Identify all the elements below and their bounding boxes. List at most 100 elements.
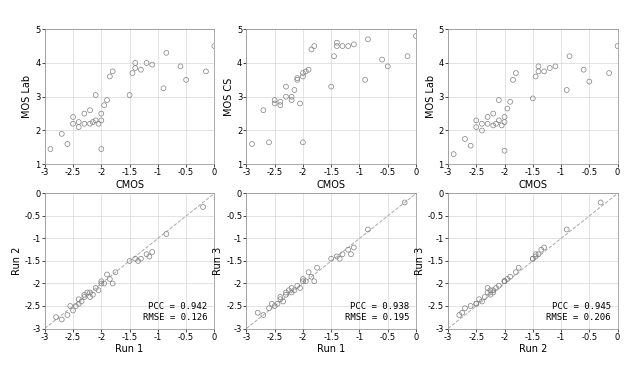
Point (68, 308, 78, 314)
Point (91, 92, 101, 98)
Point (457, 310, 467, 316)
Point (329, 53, 339, 59)
Point (147, 249, 157, 255)
Point (99, 281, 109, 287)
Point (477, 121, 487, 127)
Point (533, 251, 543, 257)
Point (312, 265, 322, 271)
Point (91, 285, 101, 291)
Point (363, 36, 373, 42)
Point (102, 97, 112, 103)
Point (502, 276, 513, 282)
Y-axis label: MOS Lab: MOS Lab (22, 75, 33, 118)
Point (497, 123, 507, 128)
Point (175, 64, 186, 69)
Point (460, 136, 470, 142)
Point (307, 46, 317, 52)
Point (531, 254, 541, 260)
Point (499, 148, 509, 154)
Point (56, 131, 67, 137)
Point (612, 43, 623, 49)
X-axis label: CMOS: CMOS (518, 180, 547, 190)
Point (488, 111, 499, 116)
Point (479, 294, 490, 300)
Point (289, 287, 300, 293)
Point (267, 301, 277, 307)
X-axis label: Run 1: Run 1 (115, 345, 144, 354)
Point (545, 65, 555, 71)
Point (539, 245, 549, 250)
Y-axis label: Run 3: Run 3 (415, 247, 425, 275)
Point (275, 296, 285, 302)
Text: PCC = 0.938
RMSE = 0.195: PCC = 0.938 RMSE = 0.195 (345, 302, 409, 322)
Point (110, 269, 120, 275)
Point (483, 289, 493, 295)
Point (533, 64, 543, 69)
Point (96, 281, 106, 287)
Point (93, 287, 104, 293)
Point (130, 60, 140, 66)
Point (68, 121, 78, 127)
Point (125, 92, 135, 98)
Point (483, 114, 493, 120)
Point (264, 305, 274, 311)
Point (79, 292, 90, 298)
Point (346, 251, 356, 257)
Point (65, 303, 76, 309)
Point (292, 283, 302, 289)
Point (281, 94, 291, 100)
Point (337, 43, 348, 49)
Point (343, 43, 353, 49)
Point (491, 285, 501, 291)
Point (96, 278, 106, 284)
Point (147, 62, 157, 68)
Point (275, 99, 285, 105)
Point (527, 256, 538, 262)
Point (562, 87, 572, 93)
Point (309, 43, 319, 49)
Point (477, 127, 487, 133)
Point (71, 303, 81, 309)
Point (579, 67, 589, 73)
Point (259, 107, 269, 113)
Point (307, 274, 317, 280)
Point (264, 139, 274, 145)
Point (136, 67, 146, 73)
Point (201, 69, 211, 74)
Point (494, 118, 504, 123)
Point (298, 70, 308, 76)
Text: (c): (c) (525, 205, 540, 215)
Point (209, 43, 220, 49)
Point (485, 287, 495, 293)
Point (130, 65, 140, 71)
Point (298, 278, 308, 284)
Point (275, 102, 285, 108)
Point (161, 231, 172, 237)
Point (287, 289, 297, 295)
Point (82, 289, 92, 295)
Point (491, 121, 501, 127)
Point (79, 121, 90, 127)
X-axis label: CMOS: CMOS (317, 180, 346, 190)
Point (562, 227, 572, 233)
Point (383, 64, 393, 69)
Point (295, 100, 305, 106)
Point (513, 265, 524, 271)
Point (144, 254, 154, 260)
Point (499, 278, 509, 284)
Point (508, 77, 518, 83)
Point (88, 119, 98, 125)
Point (287, 94, 297, 100)
Point (108, 281, 118, 287)
Point (536, 247, 547, 253)
Point (332, 40, 342, 46)
Point (474, 296, 484, 302)
Point (499, 119, 509, 125)
Point (74, 124, 84, 130)
Point (281, 289, 291, 295)
Point (287, 285, 297, 291)
Point (471, 118, 481, 123)
X-axis label: CMOS: CMOS (115, 180, 144, 190)
Point (488, 289, 499, 295)
Point (531, 73, 541, 79)
